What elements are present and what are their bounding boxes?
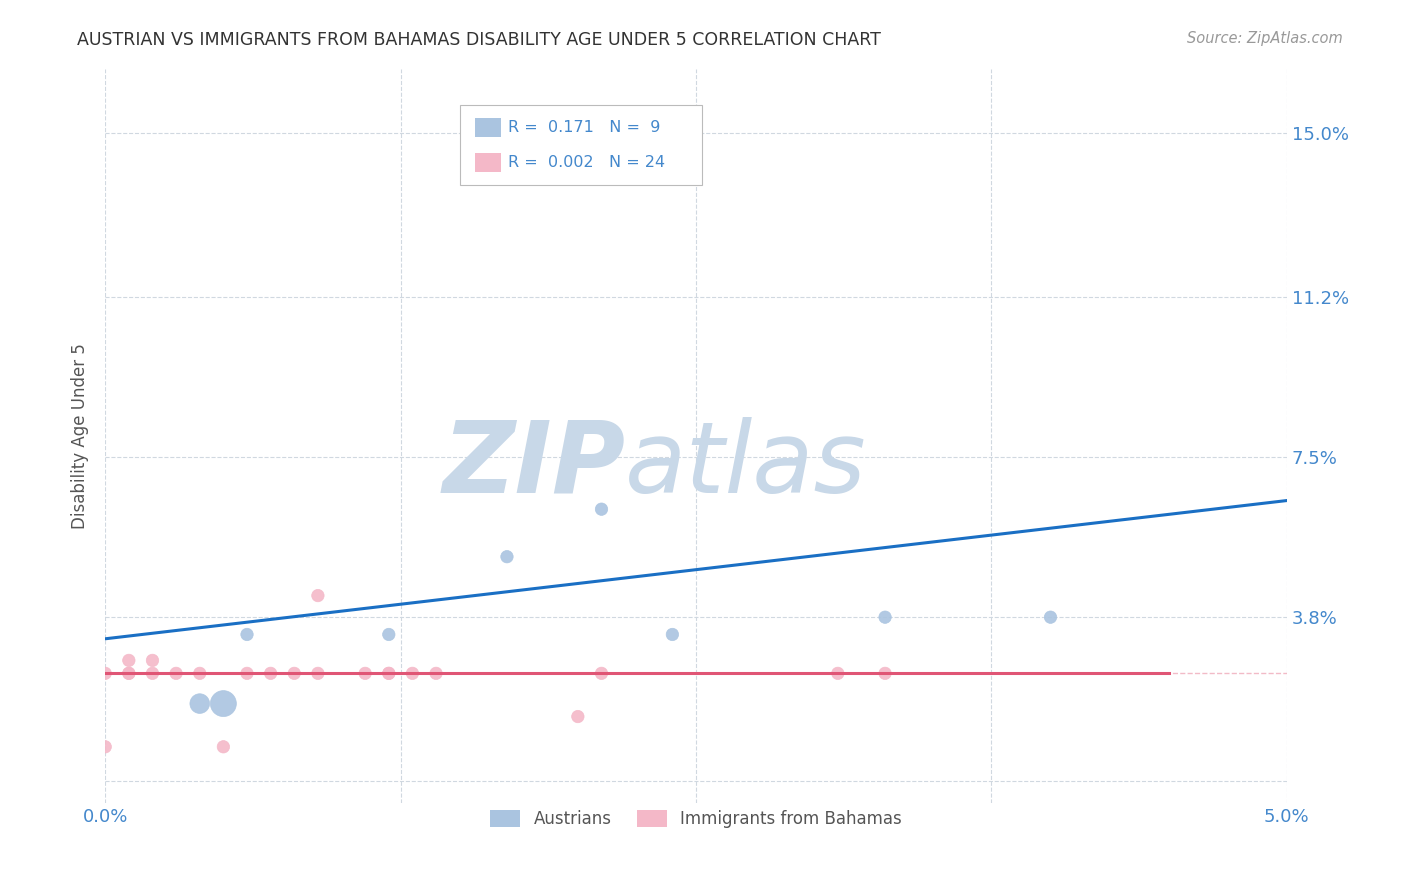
Point — [354, 666, 377, 681]
Point — [94, 739, 117, 754]
Point — [378, 627, 401, 641]
FancyBboxPatch shape — [460, 105, 702, 185]
Point — [1039, 610, 1062, 624]
Point — [401, 666, 423, 681]
Point — [212, 697, 235, 711]
Text: R =  0.171   N =  9: R = 0.171 N = 9 — [508, 120, 661, 135]
Text: atlas: atlas — [626, 417, 866, 514]
Text: Source: ZipAtlas.com: Source: ZipAtlas.com — [1187, 31, 1343, 46]
Point — [425, 666, 447, 681]
Text: ZIP: ZIP — [441, 417, 626, 514]
Point — [591, 666, 613, 681]
FancyBboxPatch shape — [475, 153, 501, 172]
Point — [661, 627, 683, 641]
Y-axis label: Disability Age Under 5: Disability Age Under 5 — [72, 343, 89, 529]
Point — [236, 627, 259, 641]
Point — [188, 697, 211, 711]
Point — [118, 653, 141, 667]
Point — [141, 653, 163, 667]
Text: R =  0.002   N = 24: R = 0.002 N = 24 — [508, 155, 665, 170]
Point — [94, 666, 117, 681]
Legend: Austrians, Immigrants from Bahamas: Austrians, Immigrants from Bahamas — [484, 804, 908, 835]
Point — [591, 502, 613, 516]
Point — [307, 589, 329, 603]
Point — [188, 666, 211, 681]
Point — [307, 666, 329, 681]
Point — [496, 549, 519, 564]
Point — [118, 666, 141, 681]
Point — [165, 666, 187, 681]
Point — [259, 666, 281, 681]
FancyBboxPatch shape — [475, 118, 501, 136]
Text: AUSTRIAN VS IMMIGRANTS FROM BAHAMAS DISABILITY AGE UNDER 5 CORRELATION CHART: AUSTRIAN VS IMMIGRANTS FROM BAHAMAS DISA… — [77, 31, 882, 49]
Point — [378, 666, 401, 681]
Point — [236, 666, 259, 681]
Point — [378, 666, 401, 681]
Point — [283, 666, 305, 681]
Point — [212, 739, 235, 754]
Point — [118, 666, 141, 681]
Point — [567, 709, 589, 723]
Point — [875, 666, 897, 681]
Point — [827, 666, 849, 681]
Point — [141, 666, 163, 681]
Point — [875, 610, 897, 624]
